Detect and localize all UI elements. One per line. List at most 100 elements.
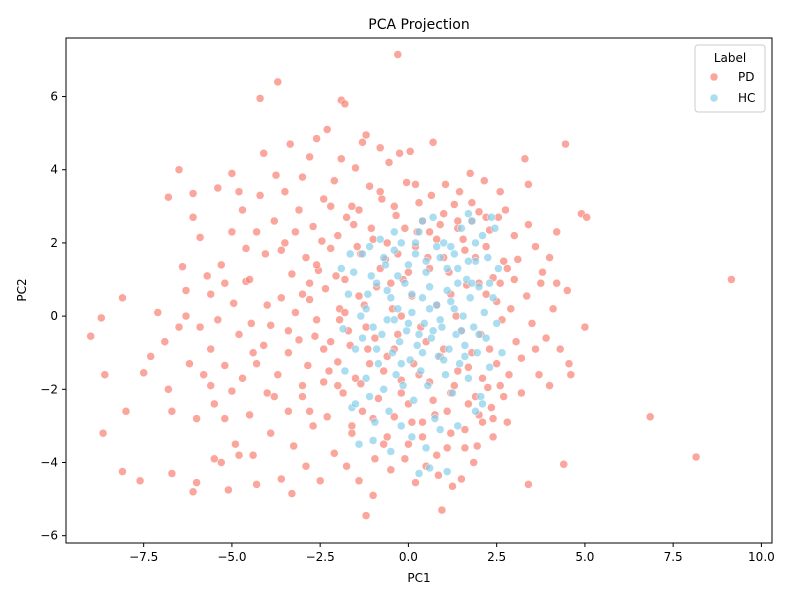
point-pd xyxy=(368,491,378,500)
point-pd xyxy=(467,198,477,207)
point-pd xyxy=(501,205,510,215)
point-pd xyxy=(464,399,473,409)
point-hc xyxy=(400,278,410,288)
point-pd xyxy=(499,256,508,266)
point-pd xyxy=(317,236,327,246)
point-hc xyxy=(386,447,396,456)
y-tick-label: 2 xyxy=(50,236,58,250)
point-pd xyxy=(291,227,300,237)
legend-marker-hc xyxy=(709,93,719,103)
point-hc xyxy=(492,319,501,328)
point-hc xyxy=(390,245,399,255)
point-hc xyxy=(485,278,494,288)
point-pd xyxy=(390,202,399,211)
point-pd xyxy=(319,377,328,387)
point-hc xyxy=(472,348,482,357)
point-hc xyxy=(370,417,380,427)
point-pd xyxy=(220,278,230,288)
point-pd xyxy=(185,359,194,368)
x-tick-label: 5.0 xyxy=(575,550,594,564)
point-pd xyxy=(284,407,293,416)
point-pd xyxy=(181,286,191,295)
point-pd xyxy=(271,170,281,180)
point-pd xyxy=(450,381,459,390)
point-pd xyxy=(199,370,208,379)
series-pd xyxy=(86,50,736,520)
point-hc xyxy=(404,319,413,328)
point-pd xyxy=(375,143,385,153)
point-pd xyxy=(298,392,307,401)
point-pd xyxy=(727,275,736,284)
point-hc xyxy=(467,278,477,288)
y-axis: −6 −4 −2 0 2 4 6 xyxy=(40,90,66,543)
point-pd xyxy=(231,439,240,449)
y-tick-label: −4 xyxy=(40,455,58,469)
point-hc xyxy=(460,352,470,361)
series-hc xyxy=(337,209,507,478)
point-pd xyxy=(335,315,344,325)
x-tick-label: 10.0 xyxy=(748,550,775,564)
point-pd xyxy=(453,216,463,226)
point-hc xyxy=(354,439,364,449)
point-pd xyxy=(427,191,436,200)
point-pd xyxy=(522,291,531,301)
x-tick-label: 2.5 xyxy=(487,550,506,564)
point-pd xyxy=(333,231,343,240)
point-hc xyxy=(465,293,475,303)
point-pd xyxy=(217,260,226,270)
point-hc xyxy=(418,216,427,226)
y-tick-label: 6 xyxy=(50,90,58,104)
point-pd xyxy=(411,180,420,189)
point-pd xyxy=(280,187,290,196)
point-pd xyxy=(303,361,313,370)
point-hc xyxy=(340,366,350,376)
point-pd xyxy=(118,467,127,476)
point-pd xyxy=(342,461,351,471)
point-pd xyxy=(453,366,463,376)
point-pd xyxy=(188,213,198,222)
point-hc xyxy=(361,374,371,383)
point-hc xyxy=(460,341,470,350)
point-hc xyxy=(464,209,473,218)
point-pd xyxy=(527,319,537,328)
point-hc xyxy=(372,344,381,354)
point-hc xyxy=(464,256,473,266)
point-pd xyxy=(192,414,201,423)
point-hc xyxy=(414,469,424,478)
point-pd xyxy=(312,134,321,143)
point-pd xyxy=(284,348,293,357)
point-hc xyxy=(391,370,401,379)
point-hc xyxy=(471,256,480,266)
point-hc xyxy=(425,304,434,314)
point-pd xyxy=(245,275,254,284)
point-hc xyxy=(450,249,459,259)
point-pd xyxy=(495,187,505,196)
point-pd xyxy=(192,478,201,487)
point-pd xyxy=(98,428,108,438)
point-pd xyxy=(356,379,366,389)
point-pd xyxy=(545,381,554,390)
point-pd xyxy=(261,249,270,259)
point-pd xyxy=(202,271,212,281)
point-pd xyxy=(520,154,530,164)
point-pd xyxy=(287,489,297,498)
point-pd xyxy=(305,295,314,304)
point-pd xyxy=(483,383,493,392)
point-hc xyxy=(428,213,438,222)
x-axis: −7.5 −5.0 −2.5 0.0 2.5 5.0 7.5 10.0 xyxy=(129,543,775,564)
point-pd xyxy=(227,169,237,178)
point-pd xyxy=(153,308,163,317)
point-hc xyxy=(458,311,468,321)
points-layer xyxy=(86,50,736,520)
point-hc xyxy=(356,311,366,321)
point-pd xyxy=(375,187,385,196)
point-pd xyxy=(513,255,523,264)
point-pd xyxy=(262,388,272,398)
point-pd xyxy=(379,439,388,449)
point-pd xyxy=(298,289,307,299)
point-hc xyxy=(435,253,445,262)
point-pd xyxy=(432,450,441,460)
point-pd xyxy=(495,381,505,390)
point-pd xyxy=(259,341,268,350)
point-pd xyxy=(478,374,487,383)
